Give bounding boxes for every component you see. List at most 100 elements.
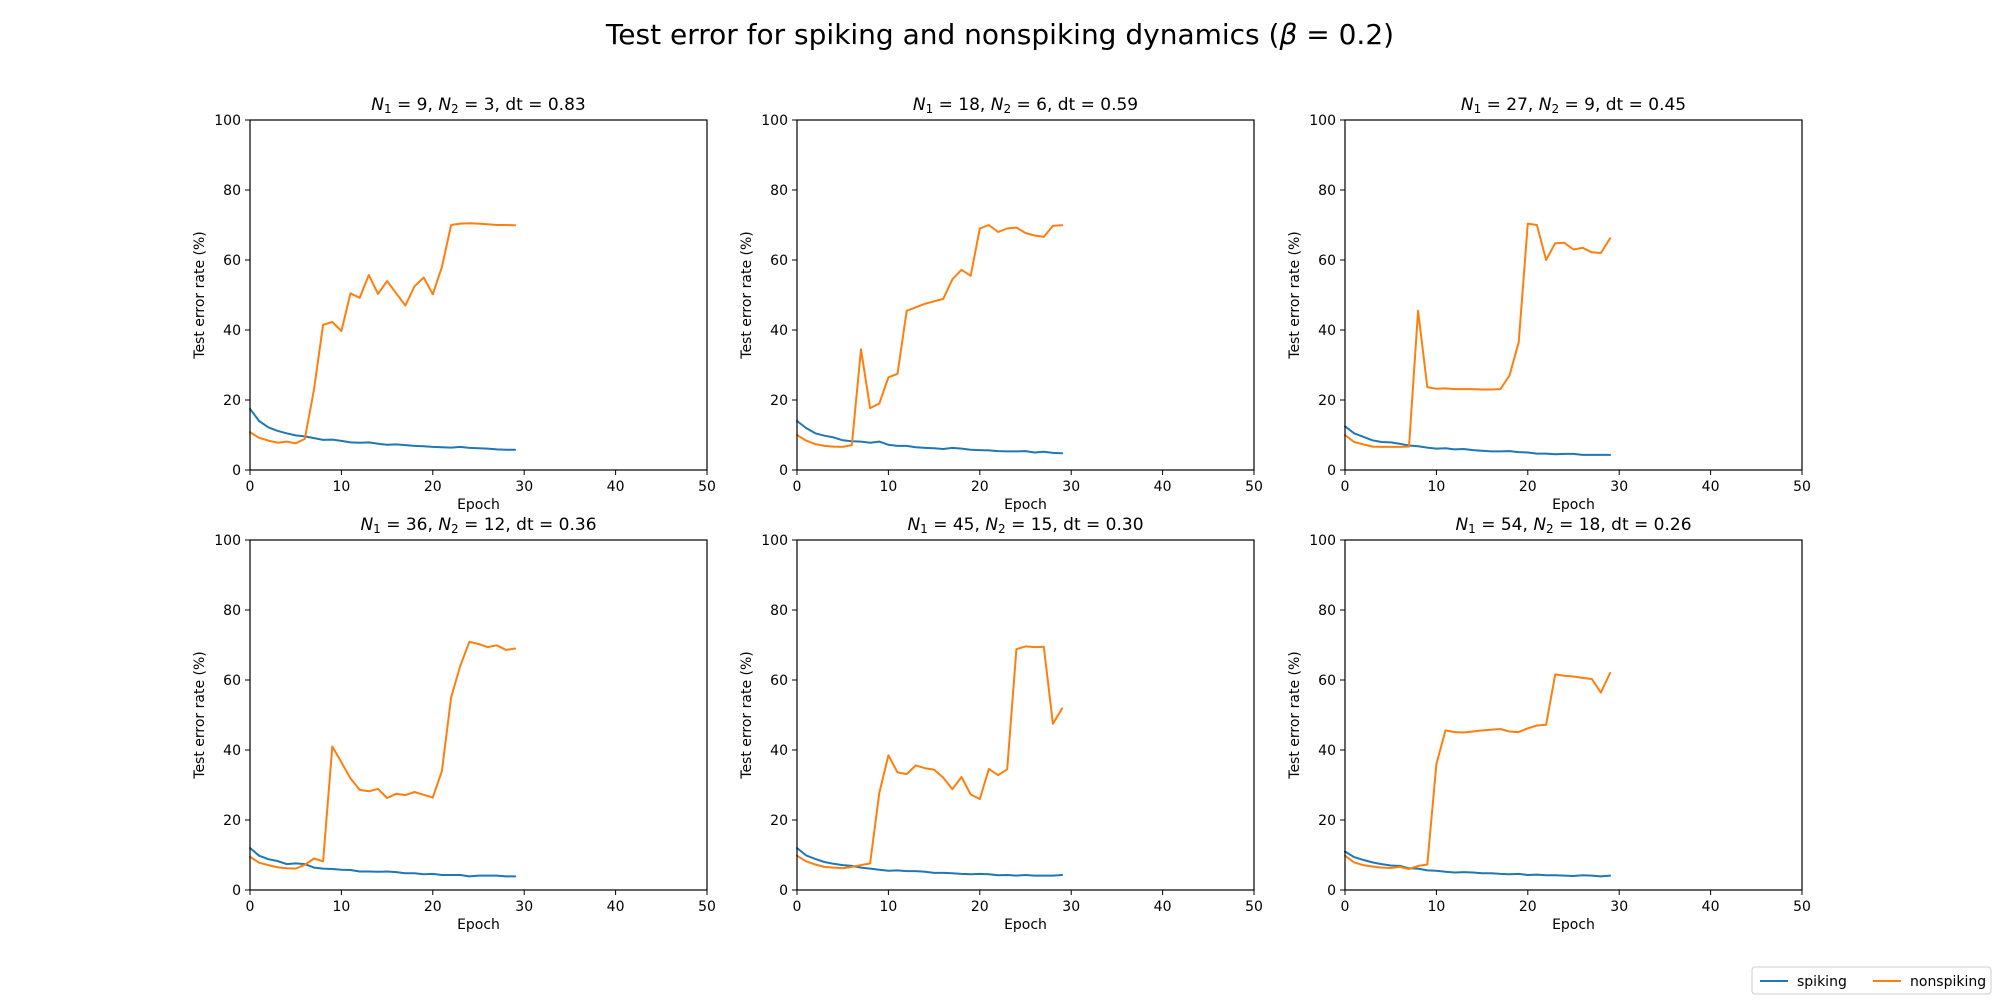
axes-frame	[1344, 539, 1803, 891]
subplot-title-subscript: 1	[384, 102, 392, 116]
subplot-title-subscript: 2	[451, 102, 459, 116]
x-tick-label: 30	[1610, 899, 1628, 915]
y-tick-label: 100	[761, 533, 788, 549]
series-line-nonspiking	[249, 222, 517, 445]
series-line-spiking	[796, 847, 1064, 877]
subplot-grid: N1 = 9, N2 = 3, dt = 0.830 10 20 30 40 500204…	[192, 95, 1811, 933]
y-tick-label: 100	[1309, 113, 1336, 129]
subplot-title-variable: N	[991, 95, 1004, 115]
subplot-title-subscript: 1	[920, 522, 928, 536]
y-axis-label: Test error rate (%)	[192, 651, 208, 779]
subplot-title-subscript: 2	[998, 522, 1006, 536]
axes-frame	[796, 539, 1255, 891]
subplot-title-variable: N	[371, 95, 384, 115]
x-tick-label: 10	[1427, 899, 1445, 915]
x-tick-label: 50	[1793, 899, 1811, 915]
legend-label-spiking: spiking	[1797, 974, 1847, 990]
subplot-title: N1 = 54, N2 = 18, dt = 0.26	[1455, 515, 1691, 536]
y-axis-label: Test error rate (%)	[739, 231, 755, 359]
y-tick-label: 60	[770, 253, 788, 269]
y-tick-label: 20	[1318, 813, 1336, 829]
subplot-title-text: = 18, dt = 0.26	[1554, 515, 1692, 535]
y-tick-label: 100	[214, 113, 241, 129]
y-tick-label: 40	[1318, 323, 1336, 339]
x-axis-label: Epoch	[457, 497, 500, 513]
y-tick-label: 100	[214, 533, 241, 549]
y-tick-label: 20	[770, 813, 788, 829]
x-tick-label: 50	[698, 899, 716, 915]
x-tick-label: 50	[1245, 899, 1263, 915]
x-tick-label: 20	[1519, 899, 1537, 915]
subplot-title-variable: N	[360, 515, 373, 535]
subplot-2: N1 = 18, N2 = 6, dt = 0.590 10 20 30 40 50020…	[739, 95, 1263, 513]
subplot-title-text: = 12, dt = 0.36	[459, 515, 597, 535]
y-tick-label: 80	[223, 603, 241, 619]
subplot-title-variable: N	[438, 515, 451, 535]
x-tick-label: 10	[332, 899, 350, 915]
x-tick-label: 20	[424, 899, 442, 915]
series-line-spiking	[249, 407, 517, 451]
x-axis-label: Epoch	[1552, 497, 1595, 513]
x-tick-label: 40	[607, 479, 625, 495]
y-tick-label: 0	[232, 463, 241, 479]
y-tick-label: 80	[1318, 183, 1336, 199]
legend-frame	[1751, 966, 1992, 995]
x-tick-label: 50	[1245, 479, 1263, 495]
subplot-title-text: = 45,	[928, 515, 986, 535]
y-tick-label: 0	[779, 883, 788, 899]
figure-title: Test error for spiking and nonspiking dy…	[605, 18, 1394, 51]
subplot-title-text: = 6, dt = 0.59	[1011, 95, 1138, 115]
subplot-title-subscript: 1	[926, 102, 934, 116]
subplot-6: N1 = 54, N2 = 18, dt = 0.260 10 20 30 40 5002…	[1287, 515, 1811, 933]
x-tick-label: 50	[1793, 479, 1811, 495]
x-tick-label: 40	[1154, 899, 1172, 915]
x-axis-label: Epoch	[1004, 497, 1047, 513]
legend-label-nonspiking: nonspiking	[1910, 974, 1986, 990]
y-tick-label: 80	[770, 603, 788, 619]
x-tick-label: 0	[793, 899, 802, 915]
x-axis-label: Epoch	[1004, 917, 1047, 933]
x-tick-label: 40	[607, 899, 625, 915]
y-tick-label: 40	[770, 743, 788, 759]
y-tick-label: 60	[770, 673, 788, 689]
figure-title-symbol: β	[1278, 18, 1297, 51]
figure-title-prefix: Test error for spiking and nonspiking dy…	[605, 18, 1280, 51]
y-tick-label: 20	[223, 393, 241, 409]
axes-frame	[796, 119, 1255, 471]
y-tick-label: 40	[770, 323, 788, 339]
y-tick-label: 40	[223, 323, 241, 339]
y-tick-label: 60	[223, 673, 241, 689]
subplot-title: N1 = 27, N2 = 9, dt = 0.45	[1461, 95, 1686, 116]
y-tick-label: 60	[1318, 673, 1336, 689]
y-tick-label: 60	[1318, 253, 1336, 269]
subplot-title-variable: N	[1539, 95, 1552, 115]
subplot-title-subscript: 2	[451, 522, 459, 536]
x-tick-label: 30	[1062, 899, 1080, 915]
subplot-title-text: = 54,	[1476, 515, 1534, 535]
series-line-spiking	[249, 847, 517, 878]
y-tick-label: 40	[223, 743, 241, 759]
subplot-title-text: = 36,	[381, 515, 439, 535]
y-tick-label: 0	[1327, 883, 1336, 899]
subplot-5: N1 = 45, N2 = 15, dt = 0.300 10 20 30 40 5002…	[739, 515, 1263, 933]
axes-frame	[1344, 119, 1803, 471]
subplot-title-text: = 9,	[392, 95, 439, 115]
subplot-title: N1 = 45, N2 = 15, dt = 0.30	[907, 515, 1143, 536]
y-tick-label: 80	[1318, 603, 1336, 619]
subplot-title-subscript: 2	[1551, 102, 1559, 116]
x-tick-label: 20	[424, 479, 442, 495]
series-line-nonspiking	[1344, 222, 1612, 448]
y-tick-label: 40	[1318, 743, 1336, 759]
subplot-title-text: = 15, dt = 0.30	[1006, 515, 1144, 535]
subplot-1: N1 = 9, N2 = 3, dt = 0.830 10 20 30 40 500204…	[192, 95, 716, 513]
subplot-title-variable: N	[1533, 515, 1546, 535]
series-line-nonspiking	[1344, 672, 1612, 870]
subplot-title-text: = 3, dt = 0.83	[459, 95, 586, 115]
x-axis-label: Epoch	[457, 917, 500, 933]
x-tick-label: 30	[515, 899, 533, 915]
subplot-title: N1 = 9, N2 = 3, dt = 0.83	[371, 95, 585, 116]
series-line-nonspiking	[796, 645, 1064, 870]
figure-title-suffix: = 0.2)	[1297, 18, 1394, 51]
axes-frame	[249, 539, 708, 891]
